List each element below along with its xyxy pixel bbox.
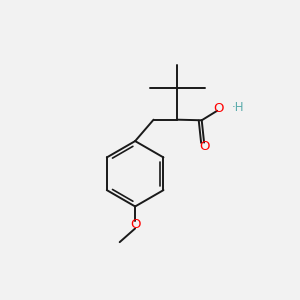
Text: ·H: ·H <box>231 101 244 114</box>
Text: O: O <box>214 102 224 115</box>
Text: O: O <box>130 218 140 231</box>
Text: O: O <box>199 140 210 153</box>
